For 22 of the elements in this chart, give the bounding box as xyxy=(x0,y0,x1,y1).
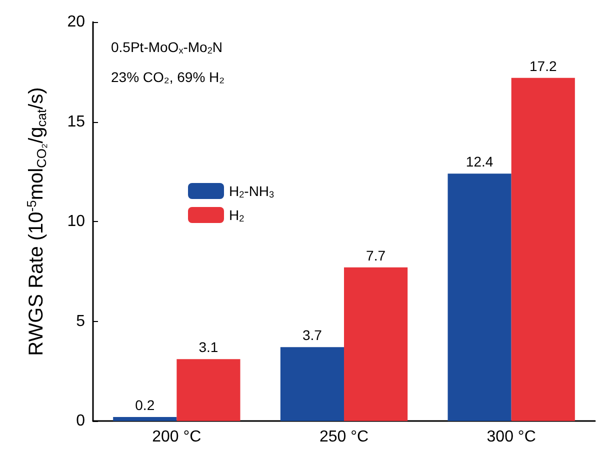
data-label: 12.4 xyxy=(466,154,494,170)
data-label: 0.2 xyxy=(135,397,155,414)
bar xyxy=(511,78,575,421)
bar xyxy=(280,347,344,421)
data-label: 7.7 xyxy=(366,247,386,264)
y-axis-title: RWGS Rate (10-5molCO₂/gcat/s) xyxy=(24,87,49,356)
data-label: 17.2 xyxy=(530,58,557,74)
data-label: 3.7 xyxy=(302,327,322,344)
y-tick-label: 0 xyxy=(76,412,86,430)
x-tick-label: 200 °C xyxy=(152,428,202,446)
y-tick-label: 10 xyxy=(67,213,86,230)
y-tick-label: 20 xyxy=(67,14,86,30)
bar xyxy=(448,174,512,421)
bar xyxy=(344,267,408,421)
x-tick-label: 250 °C xyxy=(319,428,369,446)
x-tick-label: 300 °C xyxy=(486,428,536,446)
data-label: 3.1 xyxy=(198,339,218,356)
y-tick-label: 5 xyxy=(76,312,86,330)
bar xyxy=(176,359,240,421)
bar xyxy=(113,417,177,421)
annotation: 23% CO₂, 69% H₂ xyxy=(111,69,225,85)
y-tick-label: 15 xyxy=(67,113,86,130)
